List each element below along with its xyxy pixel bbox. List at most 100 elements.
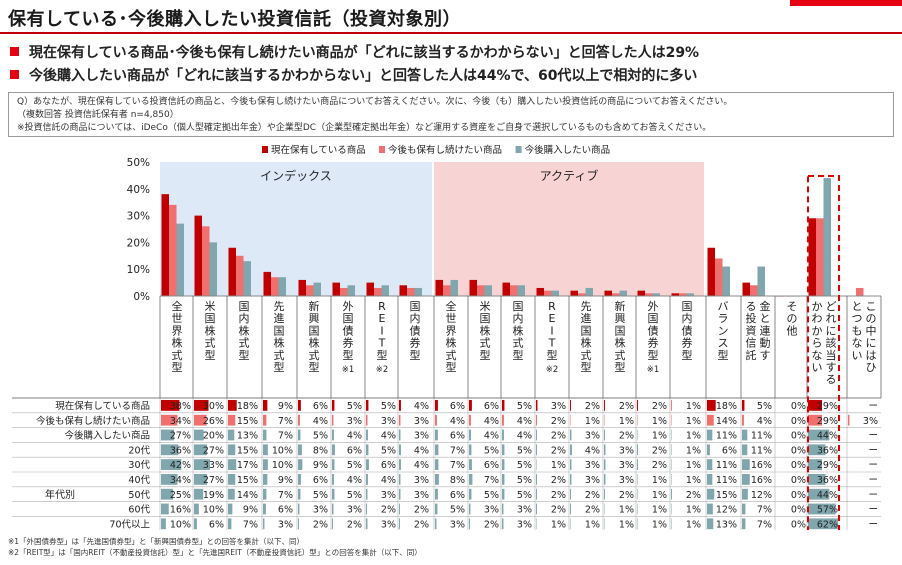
table-cell: 1% [686, 401, 701, 412]
table-cell: 6% [278, 505, 293, 516]
table-cell: 11% [751, 431, 772, 442]
bar [374, 287, 382, 296]
table-cell: 4% [484, 416, 499, 427]
table-cell: 19% [203, 490, 224, 501]
table-data-bar [399, 444, 401, 456]
bar [856, 287, 864, 296]
table-data-bar [161, 518, 166, 530]
y-tick-label: 10% [127, 264, 150, 276]
bar [742, 282, 750, 296]
category-label: 先進国株式型 [274, 300, 285, 374]
table-data-bar [263, 414, 267, 426]
table-data-bar [848, 414, 850, 426]
table-data-bar [536, 474, 537, 485]
category-label: 外国債券型 [648, 300, 659, 362]
page-title: 保有している･今後購入したい投資信託（投資対象別） [8, 9, 461, 30]
table-data-bar [435, 429, 438, 441]
table-data-bar [298, 488, 301, 500]
table-data-bar [298, 474, 301, 485]
table-cell: 1% [652, 416, 667, 427]
table-data-bar [435, 444, 439, 456]
table-data-bar [366, 414, 368, 426]
table-cell: 17% [237, 460, 258, 471]
table-cell: 3% [450, 519, 465, 530]
table-row-label: 30代 [128, 460, 150, 471]
category-label: どれに該当する [826, 300, 837, 386]
table-cell: 57% [817, 505, 838, 516]
category-label: 米国株式型 [205, 300, 216, 362]
table-data-bar [399, 400, 401, 411]
bar [435, 279, 443, 296]
category-label: 金と連動す [760, 299, 771, 362]
table-data-bar [536, 488, 537, 500]
table-cell: 2% [652, 460, 667, 471]
table-cell: 62% [817, 519, 838, 530]
table-data-bar [263, 444, 268, 456]
table-data-bar [161, 444, 179, 456]
key-finding-2: 今後購入したい商品が「どれに該当するかわからない」と回答した人は44%で、60代… [10, 65, 697, 85]
table-data-bar [263, 488, 267, 500]
table-data-bar [707, 414, 714, 426]
category-label: かわからない [812, 300, 823, 374]
highlight-box [807, 175, 840, 530]
table-cell: 1% [652, 519, 667, 530]
table-data-bar [604, 474, 606, 485]
table-data-bar [469, 400, 472, 411]
category-note: ※2 [376, 365, 389, 375]
table-cell: 2% [313, 519, 328, 530]
legend-swatch-2 [515, 146, 522, 153]
footnote-1: ※1「外国債券型」は「先進国債券型」と「新興国債券型」との回答を集計（以下、同） [8, 537, 304, 546]
bar [340, 287, 348, 296]
table-data-bar [399, 518, 400, 530]
bar [715, 258, 723, 296]
bar [707, 247, 715, 296]
table-data-bar [502, 474, 505, 485]
table-cell: 10% [170, 519, 191, 530]
table-cell: 18% [237, 401, 258, 412]
category-label: 米国株式型 [480, 300, 491, 362]
table-cell: 3% [313, 505, 328, 516]
table-cell: 16% [170, 505, 191, 516]
bar [194, 215, 202, 296]
table-data-bar [366, 503, 367, 515]
table-cell: 3% [347, 416, 362, 427]
table-data-bar [469, 429, 471, 441]
table-data-bar [194, 518, 197, 530]
table-data-bar [366, 400, 369, 411]
table-data-bar [228, 444, 236, 456]
table-data-bar [161, 400, 180, 411]
key-finding-2-text: 今後購入したい商品が「どれに該当するかわからない」と回答した人は44%で、60代… [29, 68, 698, 84]
table-cell: 29% [817, 401, 838, 412]
table-data-bar [435, 503, 438, 515]
table-cell: 2% [551, 431, 566, 442]
y-tick-label: 40% [127, 184, 150, 196]
table-data-bar [435, 518, 437, 530]
table-data-bar [194, 400, 209, 411]
y-tick-label: 0% [133, 291, 150, 303]
bar [637, 290, 645, 296]
table-cell: 0% [791, 401, 806, 412]
bar [450, 279, 458, 296]
table-data-bar [637, 444, 638, 456]
table-cell: 9% [313, 460, 328, 471]
table-cell: 3% [619, 460, 634, 471]
table-row-label: 60代 [128, 505, 150, 516]
table-cell: 6% [209, 519, 224, 530]
table-data-bar [570, 474, 572, 485]
table-cell: 1% [619, 416, 634, 427]
table-data-bar [228, 414, 236, 426]
table-data-bar [536, 503, 537, 515]
legend-label-2: 今後購入したい商品 [525, 144, 611, 156]
bar [671, 293, 679, 296]
table-data-bar [707, 503, 713, 515]
table-cell: ー [868, 519, 878, 530]
table-cell: 4% [347, 431, 362, 442]
table-cell: 3% [414, 431, 429, 442]
table-cell: 1% [585, 416, 600, 427]
table-data-bar [228, 429, 235, 441]
table-data-bar [637, 459, 638, 470]
table-cell: 7% [757, 519, 772, 530]
bar [228, 247, 236, 296]
bar [502, 282, 510, 296]
